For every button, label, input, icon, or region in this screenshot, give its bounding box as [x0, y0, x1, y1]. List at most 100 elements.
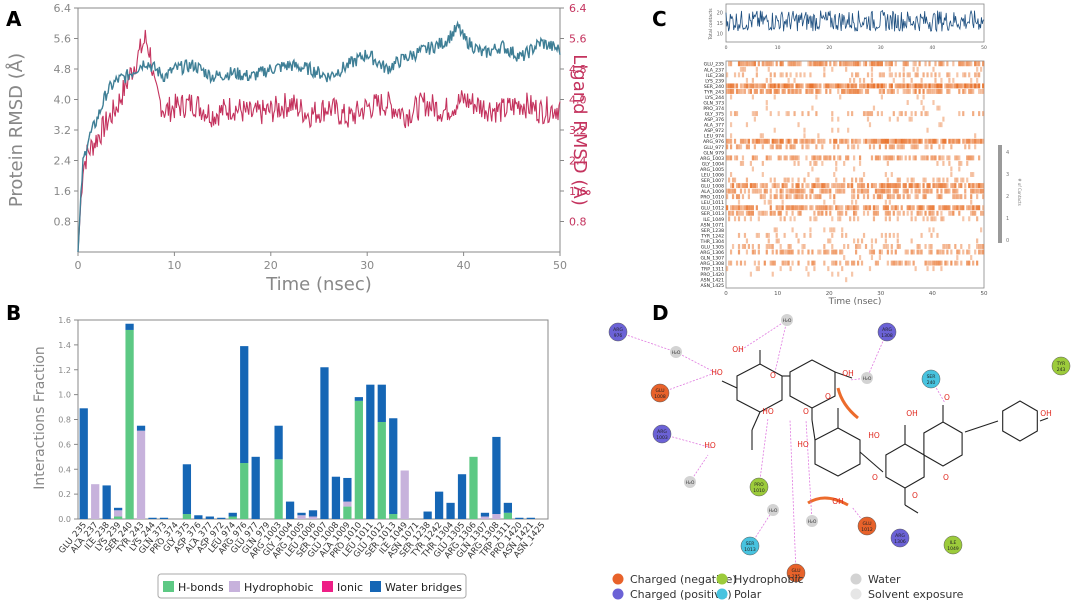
heatmap-cell — [811, 188, 814, 194]
heatmap-row-label: SER_1238 — [701, 228, 724, 234]
heatmap-cell — [787, 77, 790, 83]
heatmap-cell — [964, 88, 967, 94]
heatmap-cell — [847, 244, 850, 249]
heatmap-cell — [880, 72, 883, 78]
heatmap-cell — [783, 88, 786, 94]
heatmap-cell — [751, 111, 754, 117]
residue-node — [857, 516, 877, 536]
heatmap-cell — [940, 249, 943, 255]
heatmap-cell — [743, 260, 747, 266]
heatmap-cell — [916, 249, 919, 255]
bar-h-bonds — [274, 459, 283, 519]
heatmap-cell — [894, 249, 897, 255]
heatmap-cell — [872, 210, 876, 216]
heatmap-row-label: SER_1007 — [701, 178, 724, 184]
heatmap-cell — [856, 88, 860, 94]
heatmap-cell — [888, 188, 891, 194]
heatmap-cell — [870, 111, 874, 117]
heatmap-cell — [729, 205, 733, 211]
atom-label: O — [943, 473, 949, 482]
heatmap-cell — [878, 138, 881, 144]
heatmap-cell — [886, 160, 889, 166]
heatmap-cell — [801, 244, 804, 249]
heatmap-cell — [870, 66, 874, 72]
heatmap-cell — [831, 260, 834, 266]
heatmap-cell — [932, 177, 935, 183]
heatmap-cell — [853, 205, 856, 211]
heatmap-cell — [972, 138, 975, 144]
heatmap-cell — [958, 205, 961, 211]
heatmap-cell — [791, 210, 794, 216]
heatmap-cell — [797, 249, 800, 255]
heatmap-cell — [825, 210, 828, 216]
heatmap-cell — [765, 232, 768, 238]
heatmap-cell — [880, 188, 883, 194]
heatmap-cell — [805, 205, 808, 211]
heatmap-cell — [940, 260, 943, 266]
heatmap-cell — [837, 210, 840, 216]
heatmap-row-label: ALA_1009 — [701, 189, 724, 195]
heatmap-cell — [864, 188, 868, 194]
legend-label: Solvent exposure — [868, 588, 964, 601]
heatmap-cell — [882, 88, 885, 94]
heatmap-row-label: ASP_972 — [704, 128, 724, 134]
heatmap-cell — [823, 227, 826, 233]
heatmap-cell — [908, 83, 911, 89]
heatmap-cell — [751, 77, 754, 83]
heatmap-cell — [743, 183, 747, 189]
heatmap-cell — [906, 72, 909, 78]
bar-water-bridges — [113, 507, 123, 511]
heatmap-cell — [918, 188, 921, 194]
heatmap-cell — [755, 72, 758, 78]
heatmap-cell — [914, 111, 917, 117]
y2-tick-label: 5.6 — [569, 33, 587, 46]
bar-hydrophobic — [113, 510, 123, 517]
heatmap-cell — [739, 160, 743, 166]
heatmap-cell — [982, 210, 985, 216]
heatmap-cell — [976, 238, 979, 244]
x-tick-label: 20 — [826, 291, 833, 297]
heatmap-cell — [811, 166, 814, 172]
heatmap-cell — [858, 61, 862, 67]
y-tick-label: 5.6 — [54, 33, 72, 46]
heatmap-cell — [888, 72, 891, 78]
heatmap-cell — [930, 155, 933, 161]
heatmap-cell — [747, 144, 751, 150]
heatmap-cell — [741, 155, 745, 161]
heatmap-cell — [781, 205, 784, 211]
residue-node — [1051, 356, 1071, 376]
heatmap-cell — [888, 138, 891, 144]
heatmap-cell — [876, 61, 880, 67]
heatmap-cell — [932, 266, 935, 272]
heatmap-cell — [821, 138, 824, 144]
heatmap-cell — [942, 155, 945, 161]
heatmap-cell — [892, 210, 895, 216]
heatmap-cell — [769, 111, 772, 117]
heatmap-cell — [952, 188, 955, 194]
heatmap-cell — [954, 188, 957, 194]
heatmap-cell — [904, 88, 907, 94]
heatmap-cell — [783, 232, 786, 238]
heatmap-cell — [960, 177, 963, 183]
heatmap-cell — [777, 111, 780, 117]
heatmap-cell — [940, 77, 943, 83]
heatmap-cell — [982, 194, 985, 200]
heatmap-cell — [908, 260, 911, 266]
heatmap-cell — [823, 83, 826, 89]
heatmap-cell — [809, 194, 812, 200]
heatmap-cell — [765, 244, 768, 249]
heatmap-cell — [936, 194, 939, 200]
legend-label: Water bridges — [385, 581, 462, 594]
heatmap-cell — [811, 105, 814, 111]
x-tick-label: 30 — [360, 259, 374, 272]
heatmap-cell — [795, 194, 798, 200]
heatmap-cell — [904, 249, 907, 255]
heatmap-row-label: THR_1304 — [700, 239, 725, 245]
heatmap-cell — [888, 194, 891, 200]
heatmap-cell — [853, 238, 856, 244]
heatmap-cell — [759, 183, 762, 189]
heatmap-cell — [775, 238, 778, 244]
heatmap-cell — [791, 260, 794, 266]
water-molecule — [767, 504, 779, 516]
heatmap-cell — [938, 144, 941, 150]
